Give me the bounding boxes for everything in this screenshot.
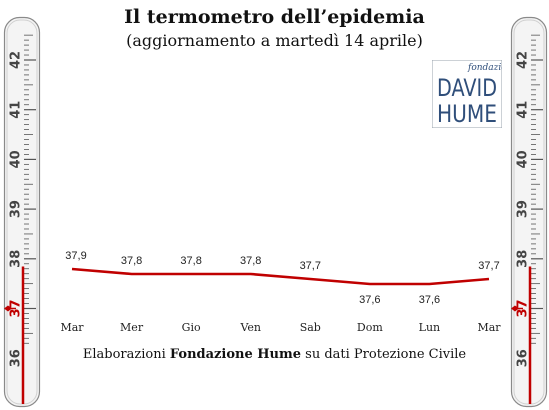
logo-word-hume: HUME [437,100,497,128]
source-organization: Fondazione Hume [169,347,302,362]
thermometer-label-36: 36 [9,349,24,367]
source-suffix: su dati Protezione Civile [305,347,467,362]
thermometer-label-40: 40 [9,150,24,168]
data-label: 37,6 [359,294,380,306]
chart-subtitle: (aggiornamento a martedì 14 aprile) [126,31,423,50]
x-tick-label: Mar [60,321,84,334]
fondazione-hume-logo: fondazione DAVID HUME [432,60,502,128]
thermometer-label-42: 42 [516,51,531,69]
data-label: 37,7 [478,260,499,272]
logo-small-text: fondazione [467,63,502,73]
x-tick-label: Mar [477,321,501,334]
x-tick-label: Dom [357,321,383,334]
thermometer-label-36: 36 [516,349,531,367]
thermometer-label-39: 39 [516,200,531,218]
thermometer-label-41: 41 [9,101,24,119]
thermometer-label-39: 39 [9,200,24,218]
logo-word-david: DAVID [437,74,497,102]
x-tick-label: Ven [239,321,261,334]
data-label: 37,8 [121,255,142,267]
data-label: 37,8 [180,255,201,267]
source-prefix: Elaborazioni [82,347,166,362]
data-label: 37,8 [240,255,261,267]
thermometer-label-42: 42 [9,51,24,69]
thermometer-label-40: 40 [516,150,531,168]
data-label: 37,7 [300,260,321,272]
chart-title: Il termometro dell’epidemia [124,6,425,28]
source-note: Elaborazioni Fondazione Hume su dati Pro… [0,347,549,362]
x-tick-label: Gio [182,321,201,334]
normal-temp-marker-diamond [511,305,519,312]
data-label: 37,6 [419,294,440,306]
x-tick-label: Mer [120,321,144,334]
x-tick-label: Sab [300,321,321,334]
series-line [71,267,490,286]
data-label: 37,9 [65,250,86,262]
thermometer-label-38: 38 [516,250,531,268]
thermometer-label-38: 38 [9,250,24,268]
normal-temp-marker-diamond [4,305,12,312]
thermometer-label-41: 41 [516,101,531,119]
x-tick-label: Lun [419,321,440,334]
